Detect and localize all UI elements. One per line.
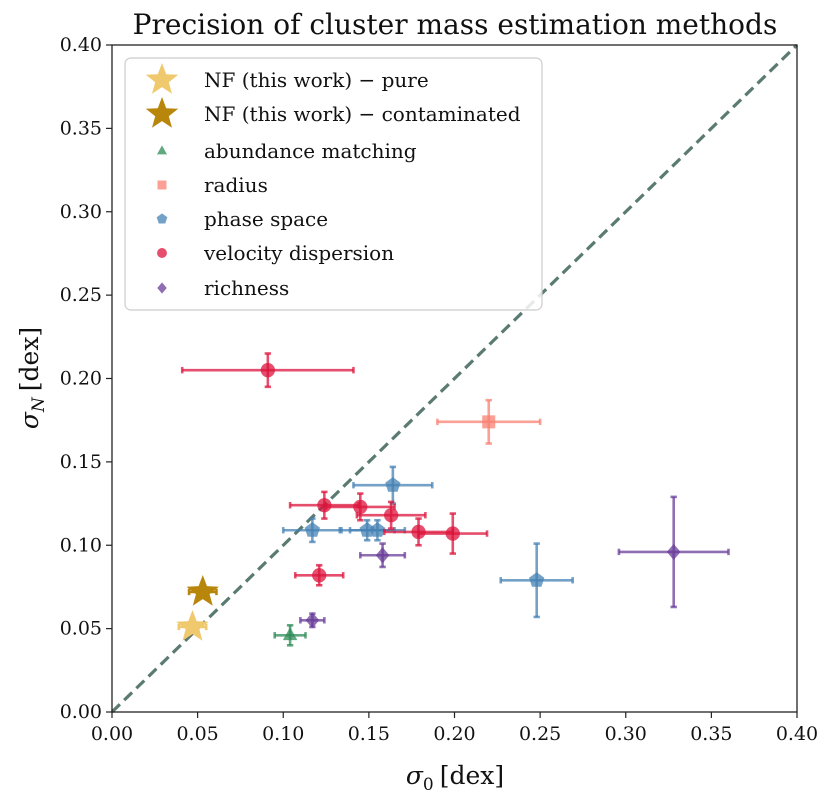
point-richness-2 bbox=[359, 542, 407, 569]
x-axis-label-sub: 0 bbox=[423, 775, 434, 795]
marker-star bbox=[176, 609, 209, 641]
legend-label: velocity dispersion bbox=[203, 241, 394, 265]
x-tick-label: 0.15 bbox=[348, 723, 390, 745]
marker-circle bbox=[445, 526, 460, 541]
point-phase-space-4 bbox=[348, 518, 407, 542]
y-tick-label: 0.10 bbox=[60, 534, 102, 556]
legend-marker-star bbox=[145, 63, 179, 94]
y-axis-label-unit: [dex] bbox=[15, 327, 44, 391]
point-abundance-matching-1 bbox=[273, 623, 307, 647]
y-tick-label: 0.35 bbox=[60, 117, 102, 139]
y-tick-label: 0.15 bbox=[60, 451, 102, 473]
legend-item: phase space bbox=[156, 207, 328, 231]
marker-circle bbox=[312, 568, 327, 583]
point-radius-1 bbox=[436, 398, 542, 445]
legend-item: velocity dispersion bbox=[157, 241, 394, 265]
y-tick-label: 0.40 bbox=[60, 34, 102, 56]
x-tick-label: 0.00 bbox=[91, 723, 133, 745]
marker-circle bbox=[383, 508, 399, 523]
marker-square bbox=[482, 415, 496, 429]
y-tick-label: 0.30 bbox=[60, 201, 102, 223]
x-tick-label: 0.25 bbox=[519, 723, 561, 745]
legend-item: radius bbox=[157, 173, 268, 197]
chart-title: Precision of cluster mass estimation met… bbox=[133, 8, 778, 41]
reference-line-1to1 bbox=[110, 43, 799, 714]
marker-diamond bbox=[305, 612, 320, 629]
y-axis-label: σN [dex] bbox=[15, 327, 49, 429]
point-velocity-dispersion-7 bbox=[293, 563, 345, 587]
legend-label: abundance matching bbox=[204, 139, 417, 163]
legend-marker-star bbox=[145, 97, 179, 128]
x-axis-label: σ0 [dex] bbox=[406, 761, 504, 795]
legend-label: phase space bbox=[204, 207, 328, 231]
point-velocity-dispersion-6 bbox=[417, 512, 489, 555]
legend-item: abundance matching bbox=[156, 139, 417, 163]
legend-item: NF (this work) − contaminated bbox=[145, 97, 521, 128]
marker-diamond bbox=[375, 547, 390, 564]
marker-circle bbox=[353, 499, 368, 515]
point-richness-1 bbox=[617, 495, 730, 609]
legend-item: NF (this work) − pure bbox=[145, 63, 429, 94]
legend-marker-square bbox=[157, 180, 167, 190]
legend-label: NF (this work) − pure bbox=[204, 68, 429, 92]
point-velocity-dispersion-2 bbox=[288, 490, 360, 520]
x-tick-label: 0.10 bbox=[262, 723, 304, 745]
legend: NF (this work) − pure NF (this work) − co… bbox=[124, 57, 543, 311]
x-tick-label: 0.20 bbox=[433, 723, 475, 745]
marker-circle bbox=[260, 363, 275, 378]
legend-marker-circle bbox=[157, 248, 167, 258]
y-tick-label: 0.05 bbox=[60, 618, 102, 640]
point-velocity-dispersion-4 bbox=[355, 500, 427, 530]
x-tick-label: 0.30 bbox=[605, 723, 647, 745]
y-axis-label-sub: N bbox=[29, 396, 49, 413]
marker-diamond bbox=[666, 543, 681, 560]
legend-marker-triangle bbox=[156, 145, 168, 155]
x-tick-label: 0.40 bbox=[776, 723, 818, 745]
y-axis-label-symbol: σ bbox=[15, 411, 44, 429]
legend-label: radius bbox=[204, 173, 268, 197]
point-nf-this-work-contaminated-1 bbox=[186, 574, 219, 606]
point-richness-3 bbox=[299, 612, 326, 629]
marker-circle bbox=[317, 498, 332, 513]
point-velocity-dispersion-3 bbox=[324, 492, 396, 522]
marker-pentagon bbox=[385, 477, 401, 492]
marker-pentagon bbox=[304, 522, 321, 537]
marker-star bbox=[186, 574, 219, 606]
reference-layer bbox=[110, 43, 799, 714]
point-phase-space-1 bbox=[352, 465, 434, 505]
y-tick-label: 0.25 bbox=[60, 284, 102, 306]
x-axis-label-symbol: σ bbox=[406, 761, 424, 790]
point-velocity-dispersion-1 bbox=[180, 352, 355, 389]
data-layer bbox=[176, 352, 730, 647]
legend-item: richness bbox=[157, 276, 289, 300]
point-phase-space-5 bbox=[499, 542, 574, 619]
axes-ticks: 0.00 0.05 0.10 0.15 0.20 0.25 0.30 0.35 0.40 0.00… bbox=[60, 34, 818, 745]
legend-label: richness bbox=[204, 276, 289, 300]
legend-frame bbox=[124, 57, 543, 311]
marker-triangle bbox=[282, 627, 298, 641]
x-tick-label: 0.05 bbox=[176, 723, 218, 745]
marker-pentagon bbox=[529, 572, 545, 587]
x-axis-label-unit: [dex] bbox=[440, 761, 504, 790]
legend-marker-pentagon bbox=[156, 213, 168, 224]
legend-label: NF (this work) − contaminated bbox=[204, 102, 521, 126]
point-nf-this-work-pure-1 bbox=[176, 609, 209, 641]
y-tick-label: 0.00 bbox=[60, 701, 102, 723]
point-phase-space-2 bbox=[281, 517, 343, 544]
legend-marker-diamond bbox=[157, 282, 167, 294]
x-tick-label: 0.35 bbox=[690, 723, 732, 745]
y-tick-label: 0.20 bbox=[60, 368, 102, 390]
marker-pentagon bbox=[369, 522, 386, 537]
